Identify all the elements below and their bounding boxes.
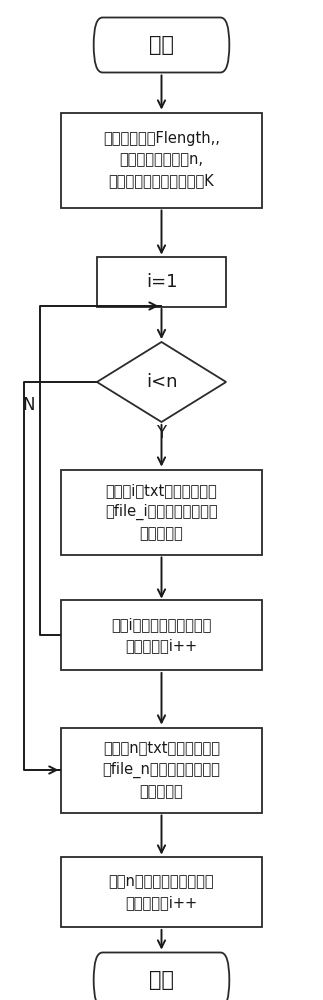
FancyBboxPatch shape	[97, 257, 226, 307]
Polygon shape	[97, 342, 226, 422]
FancyBboxPatch shape	[94, 17, 229, 73]
Text: 新建第i个txt文档，文件名
为file_i，将分块文件内容
写入文件中: 新建第i个txt文档，文件名 为file_i，将分块文件内容 写入文件中	[105, 483, 218, 541]
FancyBboxPatch shape	[61, 857, 262, 927]
Text: 将第n个文件属性记录到配
置文件中，i++: 将第n个文件属性记录到配 置文件中，i++	[109, 874, 214, 910]
Text: 开始: 开始	[149, 35, 174, 55]
Text: 新建第n个txt文档，文件名
为file_n，将分块文件内容
写入文件中: 新建第n个txt文档，文件名 为file_n，将分块文件内容 写入文件中	[103, 741, 220, 799]
FancyBboxPatch shape	[61, 728, 262, 812]
FancyBboxPatch shape	[61, 600, 262, 670]
Text: 获取文件大小Flength,,
计算文件分割块数n,
计算最后一个文件块大小K: 获取文件大小Flength,, 计算文件分割块数n, 计算最后一个文件块大小K	[103, 131, 220, 188]
FancyBboxPatch shape	[61, 112, 262, 208]
FancyBboxPatch shape	[61, 470, 262, 554]
FancyBboxPatch shape	[94, 952, 229, 1000]
Text: 结束: 结束	[149, 970, 174, 990]
Text: i=1: i=1	[146, 273, 177, 291]
Text: N: N	[22, 396, 35, 414]
Text: 将第i个文件属性记录到配
置文件中，i++: 将第i个文件属性记录到配 置文件中，i++	[111, 617, 212, 653]
Text: Y: Y	[156, 424, 167, 442]
Text: i<n: i<n	[146, 373, 177, 391]
